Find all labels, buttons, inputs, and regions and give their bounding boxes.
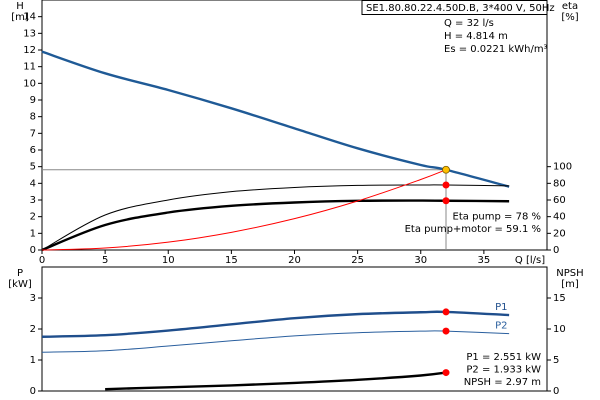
y-tick-label: 4 bbox=[30, 178, 36, 189]
y2-tick-label: 10 bbox=[553, 324, 566, 335]
y-tick-label: 0 bbox=[30, 386, 36, 397]
y-tick-label: 11 bbox=[23, 62, 36, 73]
y-tick-label: 5 bbox=[30, 162, 36, 173]
marker bbox=[442, 165, 450, 174]
y-axis-label: [m] bbox=[11, 12, 29, 23]
readout: NPSH = 2.97 m bbox=[464, 377, 541, 388]
y2-axis-label: eta bbox=[562, 1, 578, 12]
y-tick-label: 3 bbox=[30, 293, 36, 304]
y-tick-label: 12 bbox=[23, 45, 36, 56]
y2-tick-label: 80 bbox=[553, 178, 566, 189]
y2-tick-label: 0 bbox=[553, 386, 559, 397]
readout: Eta pump+motor = 59.1 % bbox=[405, 224, 541, 235]
y2-tick-label: 60 bbox=[553, 195, 566, 206]
x-tick-label: 0 bbox=[39, 255, 45, 266]
y2-tick-label: 15 bbox=[553, 293, 566, 304]
y-tick-label: 1 bbox=[30, 228, 36, 239]
y-axis-label: P bbox=[17, 268, 23, 279]
y2-tick-label: 100 bbox=[553, 162, 572, 173]
x-tick-label: 25 bbox=[351, 255, 364, 266]
series-line bbox=[105, 371, 447, 391]
x-tick-label: 10 bbox=[162, 255, 175, 266]
y2-tick-label: 5 bbox=[553, 355, 559, 366]
x-tick-label: 35 bbox=[478, 255, 491, 266]
series-line bbox=[41, 199, 510, 252]
chart-title: SE1.80.80.22.4.50D.B, 3*400 V, 50Hz bbox=[366, 3, 555, 14]
marker bbox=[442, 308, 450, 316]
readout: P2 = 1.933 kW bbox=[466, 365, 541, 376]
x-tick-label: 5 bbox=[102, 255, 108, 266]
y-tick-label: 9 bbox=[30, 95, 36, 106]
series-label: P2 bbox=[495, 321, 507, 332]
marker bbox=[442, 197, 450, 205]
y2-axis-label: [%] bbox=[561, 12, 578, 23]
series-line bbox=[41, 184, 510, 251]
y-tick-label: 14 bbox=[23, 12, 36, 23]
annotation: H = 4.814 m bbox=[444, 31, 508, 42]
y-tick-label: 3 bbox=[30, 195, 36, 206]
y-tick-label: 0 bbox=[30, 245, 36, 256]
marker bbox=[442, 181, 450, 189]
series-line bbox=[41, 50, 510, 188]
series-line bbox=[41, 330, 510, 353]
y-tick-label: 2 bbox=[30, 324, 36, 335]
y-tick-label: 7 bbox=[30, 128, 36, 139]
series-label: P1 bbox=[495, 302, 507, 313]
annotation: Es = 0.0221 kWh/m³ bbox=[444, 44, 548, 55]
y2-tick-label: 40 bbox=[553, 212, 566, 223]
y-axis-label: [kW] bbox=[8, 279, 32, 290]
title-box bbox=[361, 0, 548, 15]
y-tick-label: 2 bbox=[30, 212, 36, 223]
y-tick-label: 1 bbox=[30, 355, 36, 366]
y2-tick-label: 0 bbox=[553, 245, 559, 256]
x-tick-label: 15 bbox=[225, 255, 238, 266]
y2-tick-label: 20 bbox=[553, 228, 566, 239]
x-axis-label: Q [l/s] bbox=[515, 255, 545, 266]
y-tick-label: 8 bbox=[30, 112, 36, 123]
y-tick-label: 6 bbox=[30, 145, 36, 156]
y2-axis-label: [m] bbox=[561, 279, 579, 290]
x-tick-label: 30 bbox=[414, 255, 427, 266]
series-line bbox=[41, 169, 447, 251]
series-line bbox=[41, 310, 510, 338]
marker bbox=[442, 327, 450, 335]
annotation: Q = 32 l/s bbox=[444, 18, 494, 29]
y-tick-label: 10 bbox=[23, 78, 36, 89]
marker bbox=[442, 369, 450, 377]
readout: Eta pump = 78 % bbox=[453, 212, 541, 223]
y-axis-label: H bbox=[16, 1, 24, 12]
x-tick-label: 20 bbox=[288, 255, 301, 266]
y-tick-label: 13 bbox=[23, 28, 36, 39]
y2-axis-label: NPSH bbox=[556, 268, 583, 279]
readout: P1 = 2.551 kW bbox=[466, 352, 541, 363]
